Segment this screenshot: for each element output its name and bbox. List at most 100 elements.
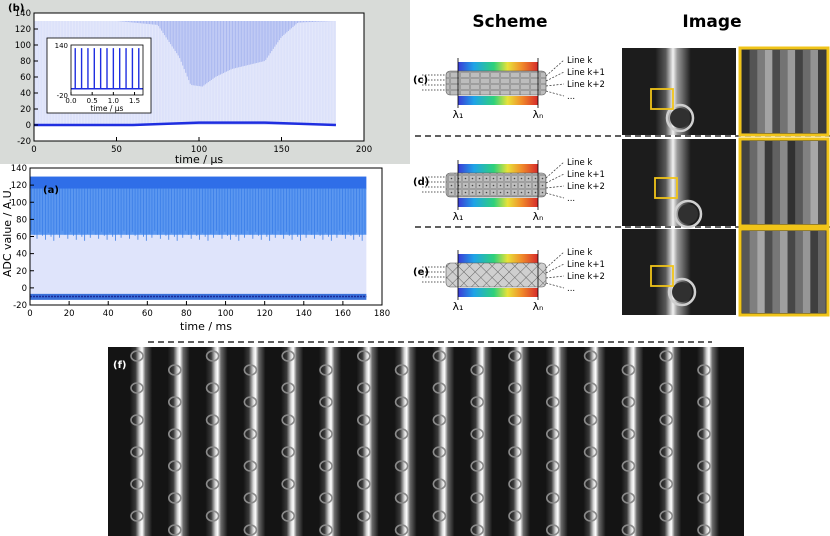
outgoing-line [545,161,565,179]
zoom-pixel-column [772,141,780,224]
inset-x-tick-label: 1.5 [129,97,140,105]
capillary-stripe [394,347,417,536]
sample-block [445,70,547,96]
panel-f-label: (f) [113,360,127,371]
line-label: Line k+1 [567,260,605,270]
image-header: Image [682,12,741,32]
scheme-row-d: (d) λ₁ λₙ Line k Line k+1 Line k+2... [413,158,605,223]
image-row-3 [622,227,830,317]
zoom-pixel-column [787,231,796,313]
droplet [697,524,711,536]
y-tick-label: 40 [20,89,31,99]
droplet [130,414,144,426]
droplet [205,478,220,490]
droplet [432,478,447,490]
droplet [168,428,182,440]
droplet [356,382,371,394]
droplet [659,350,674,362]
inset-frame [70,44,144,96]
line-label: ... [567,92,575,102]
zoom-pixel-column [742,50,750,133]
zoom-pixel-column [810,141,818,224]
zoom-pixel-column [764,231,773,313]
inset-background [46,37,152,114]
droplet [697,492,711,504]
droplet [545,428,560,440]
outgoing-line [545,282,565,289]
zoom-pixel-column [749,50,758,133]
droplet [168,364,182,376]
y-tick-label: 60 [20,73,31,83]
droplet [508,350,522,362]
outgoing-line [545,83,565,87]
droplet [356,510,371,522]
droplet [130,446,144,458]
droplet [205,350,220,362]
line-label: ... [567,194,575,204]
droplet [356,446,371,458]
outgoing-line [545,185,565,189]
y-tick-label: 40 [16,250,27,260]
y-tick-label: 100 [11,198,27,208]
y-tick-label: 140 [11,164,27,174]
droplet [659,382,674,394]
zoom-pixel-column [802,50,811,133]
panel-b-label: (b) [8,3,24,14]
zoom-pixel-column [742,231,750,313]
line-label: Line k+2 [567,80,605,90]
droplet [168,460,182,472]
lambda-n-label: λₙ [533,300,544,313]
droplet [659,414,674,426]
capillary-stripe [130,347,152,536]
x-tick-label: 20 [64,309,75,319]
zoom-box [650,88,674,110]
x-tick-label: 80 [181,309,192,319]
panel-a: 0 20 40 60 80 100 120 140 160 180-200204060801001… [1,164,390,333]
spectrum-top [458,62,538,71]
x-tick-label: 140 [296,309,312,319]
x-tick-label: 50 [111,145,122,155]
lambda-1-label: λ₁ [453,210,464,223]
zoom-pixel-column [795,231,803,313]
droplet [697,364,711,376]
droplet [319,460,333,472]
outgoing-line [545,90,565,97]
droplet [319,364,333,376]
capillary-stripe [697,347,719,536]
zoom-pixel-column [802,141,811,224]
x-tick-label: 100 [217,309,233,319]
droplet [130,382,144,394]
y-tick-label: 140 [15,9,31,19]
droplet [697,396,711,408]
sample-block [445,172,547,198]
x-tick-label: 160 [335,309,351,319]
zoom-pixel-column [764,50,773,133]
line-label: Line k+1 [567,68,605,78]
zoom-pixel-column [795,50,803,133]
droplet [508,478,522,490]
signal-peak-top [30,176,367,190]
droplet [508,510,522,522]
zoom-pixel-column [818,50,826,133]
spectrum-bottom [458,198,538,207]
zoom-pixel-column [749,141,758,224]
capillary-stripe [243,347,266,536]
panel-label-e: (e) [413,267,429,278]
y-tick-label: 80 [20,57,31,67]
droplet [281,350,296,362]
y-tick-label: 120 [15,25,31,35]
outgoing-line [545,251,565,269]
droplet [508,414,522,426]
droplet [621,364,636,376]
capillary-stripe [319,347,341,536]
lambda-1-label: λ₁ [453,108,464,121]
capillary-stripe [205,347,228,536]
scheme-row-e: (e) λ₁ λₙ Line k Line k+1 Line k+2... [413,248,605,313]
zoom-pixel-column [742,141,750,224]
droplet [659,446,674,458]
y-tick-label: 100 [15,41,31,51]
droplet [667,277,697,307]
droplet [394,396,409,408]
